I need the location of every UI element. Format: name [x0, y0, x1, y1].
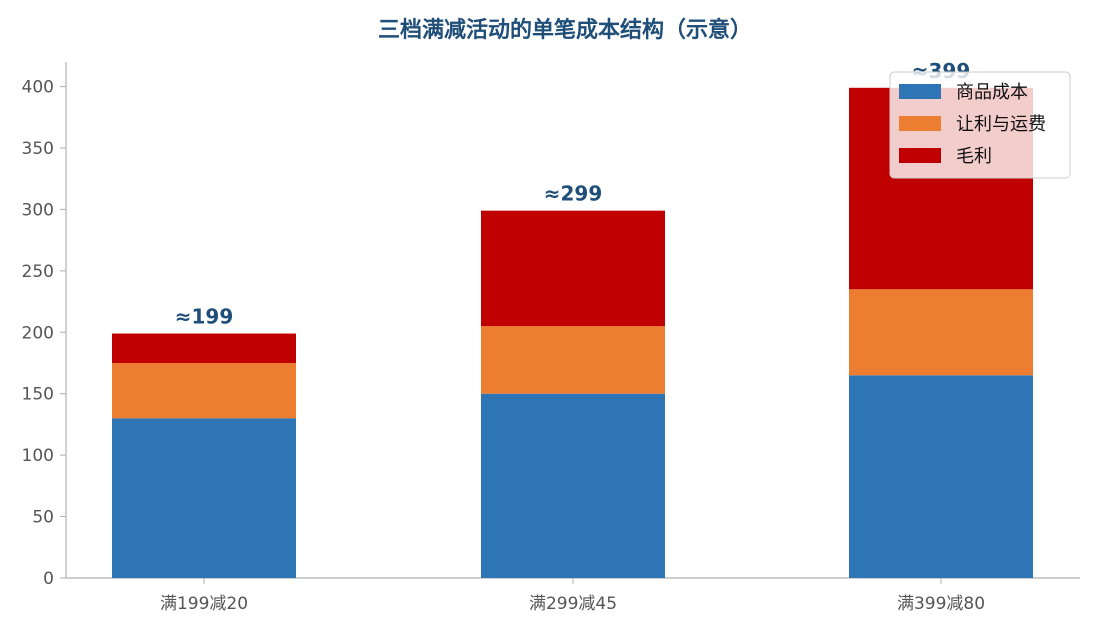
bar-segment	[481, 393, 665, 578]
legend-label: 毛利	[956, 146, 992, 167]
legend-swatch	[899, 116, 941, 131]
bar-segment	[112, 363, 296, 419]
bar-segment	[481, 326, 665, 394]
bar-segment	[481, 210, 665, 327]
axes: 0 50 100 150 200 250 300 350 400 满199减20 满299减45 满3…	[22, 62, 1080, 614]
bar-segment	[112, 418, 296, 578]
legend-swatch	[899, 148, 941, 163]
bar-segment	[849, 375, 1033, 578]
y-tick-label: 350	[22, 139, 54, 159]
y-tick-label: 150	[22, 385, 54, 405]
x-tick-label: 满199减20	[160, 594, 248, 614]
legend-label: 让利与运费	[956, 114, 1046, 135]
y-tick-label: 50	[32, 508, 54, 528]
y-tick-label: 300	[22, 200, 54, 220]
chart-title: 三档满减活动的单笔成本结构（示意）	[378, 17, 752, 43]
y-tick-label: 0	[43, 569, 54, 589]
total-label: ≈199	[175, 305, 234, 329]
y-tick-label: 100	[22, 446, 54, 466]
total-label: ≈299	[544, 182, 603, 206]
x-tick-label: 满299减45	[529, 594, 617, 614]
x-tick-label: 满399减80	[897, 594, 985, 614]
y-tick-label: 400	[22, 78, 54, 98]
total-labels: ≈199≈299≈399	[175, 59, 971, 329]
legend-label: 商品成本	[956, 82, 1028, 103]
legend-swatch	[899, 84, 941, 99]
bar-segment	[849, 289, 1033, 376]
bars	[112, 87, 1033, 578]
y-tick-label: 250	[22, 262, 54, 282]
bar-segment	[112, 333, 296, 363]
y-tick-label: 200	[22, 323, 54, 343]
